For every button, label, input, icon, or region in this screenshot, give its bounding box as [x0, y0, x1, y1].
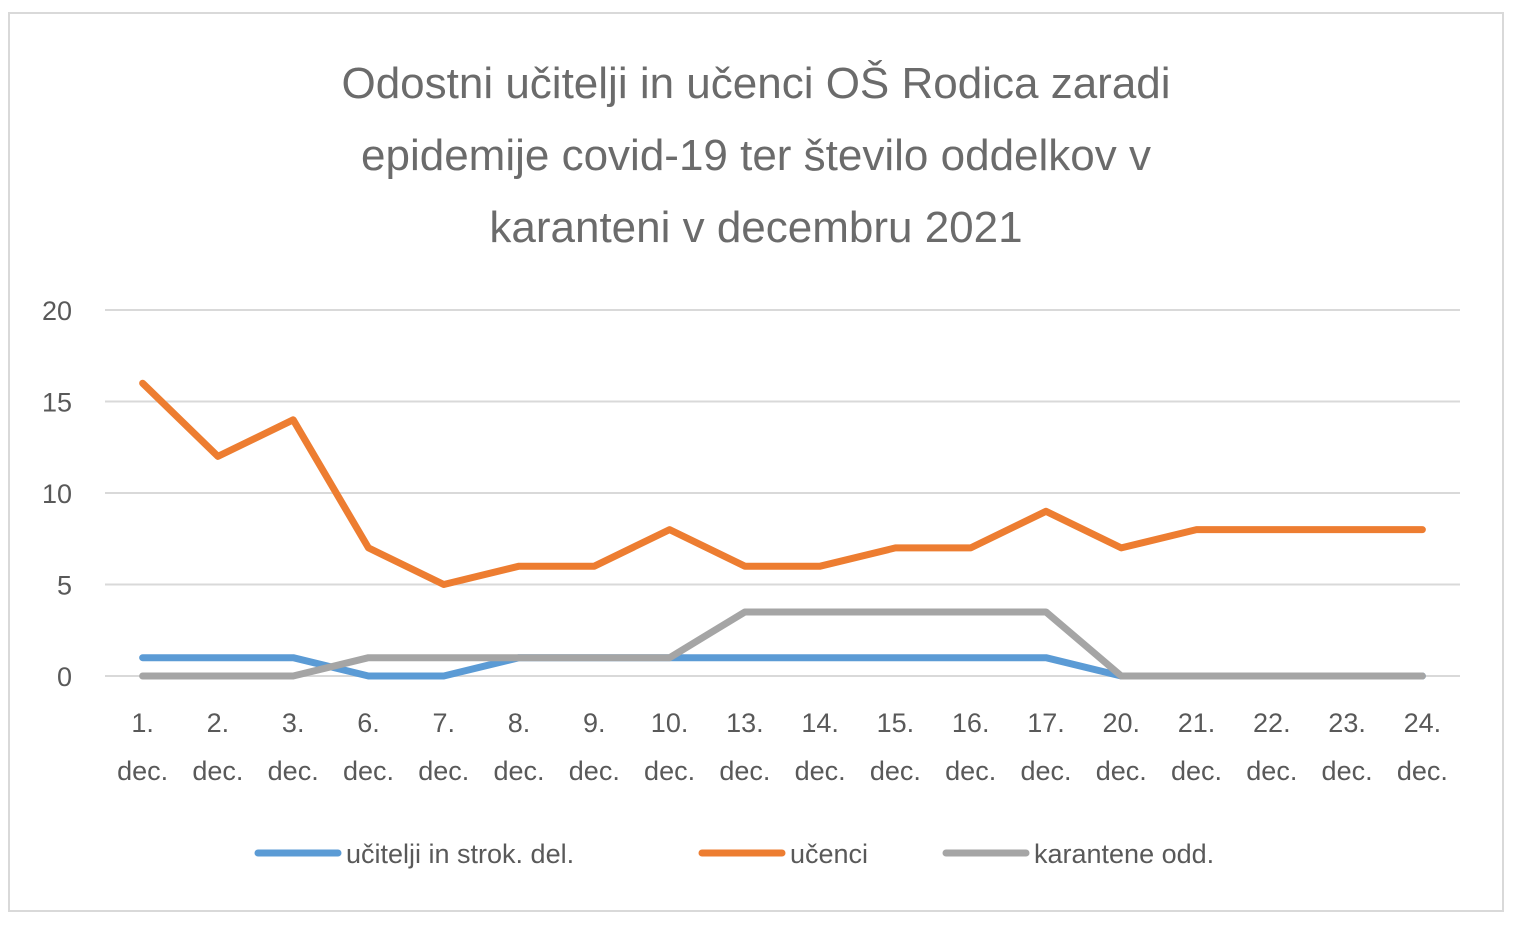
series-line: [139, 379, 1426, 588]
x-tick-label: 16. dec.: [945, 708, 996, 786]
chart-title-line: epidemije covid-19 ter število oddelkov …: [361, 131, 1151, 180]
y-axis-ticks: 0 5 10 15 20: [42, 296, 72, 692]
y-tick-label: 10: [42, 479, 72, 509]
x-tick-label: 24. dec.: [1397, 708, 1448, 786]
y-tick-label: 0: [57, 662, 72, 692]
legend-label: učitelji in strok. del.: [346, 839, 574, 869]
chart-frame: [8, 12, 1504, 912]
x-tick-label: 1. dec.: [117, 708, 168, 786]
x-tick-label: 23. dec.: [1322, 708, 1373, 786]
chart-title-line: Odostni učitelji in učenci OŠ Rodica zar…: [341, 58, 1170, 108]
x-tick-label: 6. dec.: [343, 708, 394, 786]
series-lines: [139, 379, 1426, 680]
x-tick-label: 8. dec.: [494, 708, 545, 786]
chart-title-line: karanteni v decembru 2021: [489, 203, 1022, 252]
x-tick-label: 20. dec.: [1096, 708, 1147, 786]
y-tick-label: 20: [42, 296, 72, 326]
legend-item: učenci: [698, 839, 868, 869]
legend-label: karantene odd.: [1034, 839, 1214, 869]
x-tick-label: 3. dec.: [268, 708, 319, 786]
x-tick-label: 9. dec.: [569, 708, 620, 786]
legend: učitelji in strok. del. učenci karantene o…: [254, 839, 1214, 869]
x-tick-label: 7. dec.: [418, 708, 469, 786]
legend-item: karantene odd.: [942, 839, 1214, 869]
x-tick-label: 21. dec.: [1171, 708, 1222, 786]
x-tick-label: 10. dec.: [644, 708, 695, 786]
y-tick-label: 15: [42, 388, 72, 418]
legend-label: učenci: [790, 839, 868, 869]
x-tick-label: 14. dec.: [795, 708, 846, 786]
chart-title: Odostni učitelji in učenci OŠ Rodica zar…: [341, 58, 1170, 252]
x-axis-ticks: 1. dec. 2. dec. 3. dec. 6. dec. 7. dec. 8. dec. 9. de…: [117, 708, 1448, 786]
series-line: [139, 608, 1426, 680]
x-tick-label: 13. dec.: [719, 708, 770, 786]
x-tick-label: 22. dec.: [1246, 708, 1297, 786]
gridlines: [105, 309, 1460, 677]
x-tick-label: 2. dec.: [192, 708, 243, 786]
legend-item: učitelji in strok. del.: [254, 839, 574, 869]
x-tick-label: 17. dec.: [1020, 708, 1071, 786]
y-tick-label: 5: [57, 571, 72, 601]
x-tick-label: 15. dec.: [870, 708, 921, 786]
